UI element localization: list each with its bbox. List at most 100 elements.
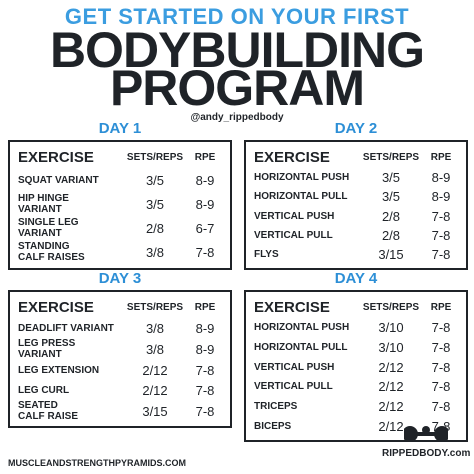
website: MUSCLEANDSTRENGTHPYRAMIDS.COM bbox=[8, 458, 187, 468]
day-title: DAY 3 bbox=[98, 270, 142, 287]
exercise-name: STANDING CALF RAISES bbox=[18, 241, 85, 263]
cell: 3/8 bbox=[145, 320, 165, 336]
cell: 3/5 bbox=[381, 189, 401, 205]
exercise-name: LEG EXTENSION bbox=[18, 364, 100, 376]
exercise-name: DEADLIFT VARIANT bbox=[18, 322, 114, 334]
exercise-row: VERTICAL PULL 2/12 7-8 bbox=[254, 377, 460, 397]
cell: 7-8 bbox=[431, 359, 451, 375]
exercise-row: HORIZONTAL PUSH 3/5 8-9 bbox=[254, 168, 460, 187]
cell: 7-8 bbox=[431, 379, 451, 395]
exercise-name: HORIZONTAL PUSH bbox=[254, 172, 350, 184]
day-table: EXERCISE SETS/REPS RPE DEADLIFT VARIANT 3/8 8… bbox=[8, 290, 232, 428]
day-table: EXERCISE SETS/REPS RPE SQUAT VARIANT 3/5 8-9 H… bbox=[8, 140, 232, 270]
cell: 7-8 bbox=[195, 382, 215, 398]
cell: 2/12 bbox=[142, 362, 168, 378]
exercise-name: HIP HINGE VARIANT bbox=[18, 193, 69, 215]
exercise-name: SEATED CALF RAISE bbox=[18, 400, 78, 422]
exercise-row: HORIZONTAL PULL 3/10 7-8 bbox=[254, 338, 460, 358]
cell: 7-8 bbox=[431, 227, 451, 243]
column-header: RPE bbox=[194, 301, 216, 313]
exercise-row: LEG EXTENSION 2/12 7-8 bbox=[18, 360, 224, 380]
exercise-name: BICEPS bbox=[254, 420, 292, 432]
exercise-row: DEADLIFT VARIANT 3/8 8-9 bbox=[18, 318, 224, 338]
exercise-row: FLYS 3/15 7-8 bbox=[254, 245, 460, 264]
exercise-row: VERTICAL PUSH 2/12 7-8 bbox=[254, 357, 460, 377]
cell: 2/12 bbox=[378, 379, 404, 395]
column-header: RPE bbox=[194, 151, 216, 163]
cell: 7-8 bbox=[195, 362, 215, 378]
exercise-row: TRICEPS 2/12 7-8 bbox=[254, 397, 460, 417]
title: PROGRAM bbox=[109, 60, 365, 116]
cell: 8-9 bbox=[195, 172, 215, 188]
column-header: SETS/REPS bbox=[126, 301, 184, 313]
cell: 3/8 bbox=[145, 244, 165, 260]
day-title: DAY 1 bbox=[98, 120, 142, 137]
exercise-row: LEG CURL 2/12 7-8 bbox=[18, 380, 224, 400]
cell: 2/8 bbox=[145, 220, 165, 236]
column-header: EXERCISE bbox=[254, 148, 330, 166]
exercise-row: LEG PRESS VARIANT 3/8 8-9 bbox=[18, 338, 224, 360]
cell: 8-9 bbox=[195, 341, 215, 357]
cell: 2/12 bbox=[378, 418, 404, 434]
exercise-name: SQUAT VARIANT bbox=[18, 174, 99, 186]
cell: 2/12 bbox=[142, 382, 168, 398]
exercise-name: LEG PRESS VARIANT bbox=[18, 338, 76, 360]
column-header: RPE bbox=[430, 151, 452, 163]
exercise-row: SEATED CALF RAISE 3/15 7-8 bbox=[18, 400, 224, 422]
exercise-name: HORIZONTAL PULL bbox=[254, 342, 348, 353]
exercise-row: SQUAT VARIANT 3/5 8-9 bbox=[18, 168, 224, 192]
cell: 8-9 bbox=[195, 196, 215, 212]
cell: 3/15 bbox=[378, 246, 404, 262]
column-header: EXERCISE bbox=[18, 148, 94, 166]
exercise-name: HORIZONTAL PUSH bbox=[254, 322, 350, 334]
cell: 8-9 bbox=[431, 170, 451, 186]
cell: 8-9 bbox=[195, 320, 215, 336]
subtitle: GET STARTED ON YOUR FIRST bbox=[64, 4, 410, 29]
exercise-row: HORIZONTAL PUSH 3/10 7-8 bbox=[254, 318, 460, 338]
cell: 3/5 bbox=[145, 172, 165, 188]
cell: 3/10 bbox=[378, 340, 404, 355]
cell: 3/5 bbox=[145, 196, 165, 212]
cell: 3/5 bbox=[381, 170, 401, 186]
cell: 2/12 bbox=[378, 359, 404, 375]
cell: 7-8 bbox=[431, 208, 451, 224]
column-header: RPE bbox=[430, 301, 452, 313]
exercise-name: HORIZONTAL PULL bbox=[254, 191, 348, 203]
exercise-row: STANDING CALF RAISES 3/8 7-8 bbox=[18, 240, 224, 264]
column-header: SETS/REPS bbox=[362, 151, 420, 163]
cell: 3/15 bbox=[142, 403, 168, 419]
cell: 7-8 bbox=[431, 320, 451, 336]
exercise-name: LEG CURL bbox=[18, 384, 70, 396]
exercise-name: VERTICAL PUSH bbox=[254, 210, 335, 222]
column-header: SETS/REPS bbox=[126, 151, 184, 163]
logo-icon bbox=[404, 426, 448, 442]
cell: 2/8 bbox=[381, 208, 401, 224]
exercise-name: VERTICAL PULL bbox=[254, 381, 333, 393]
cell: 2/12 bbox=[378, 399, 404, 415]
header-row: EXERCISE SETS/REPS RPE bbox=[18, 296, 224, 318]
cell: 7-8 bbox=[195, 244, 215, 260]
exercise-name: VERTICAL PULL bbox=[254, 229, 333, 241]
header-row: EXERCISE SETS/REPS RPE bbox=[254, 146, 460, 168]
exercise-row: HIP HINGE VARIANT 3/5 8-9 bbox=[18, 192, 224, 216]
day-table: EXERCISE SETS/REPS RPE HORIZONTAL PUSH 3/10 7… bbox=[244, 290, 468, 442]
exercise-row: HORIZONTAL PULL 3/5 8-9 bbox=[254, 187, 460, 206]
exercise-row: SINGLE LEG VARIANT 2/8 6-7 bbox=[18, 216, 224, 240]
exercise-row: VERTICAL PUSH 2/8 7-8 bbox=[254, 206, 460, 225]
handle: @andy_rippedbody bbox=[190, 112, 284, 123]
cell: 6-7 bbox=[195, 220, 215, 236]
day-title: DAY 4 bbox=[334, 270, 378, 287]
day-table: EXERCISE SETS/REPS RPE HORIZONTAL PUSH 3/5 8-… bbox=[244, 140, 468, 270]
exercise-row: VERTICAL PULL 2/8 7-8 bbox=[254, 226, 460, 245]
logo: RIPPEDBODY.com bbox=[382, 448, 471, 459]
cell: 7-8 bbox=[431, 246, 451, 262]
exercise-name: SINGLE LEG VARIANT bbox=[18, 217, 79, 239]
title: BODYBUILDING bbox=[49, 22, 425, 78]
cell: 7-8 bbox=[431, 399, 451, 415]
header-row: EXERCISE SETS/REPS RPE bbox=[254, 296, 460, 318]
column-header: EXERCISE bbox=[18, 298, 94, 316]
column-header: SETS/REPS bbox=[362, 301, 420, 313]
cell: 7-8 bbox=[195, 403, 215, 419]
cell: 7-8 bbox=[431, 340, 451, 355]
